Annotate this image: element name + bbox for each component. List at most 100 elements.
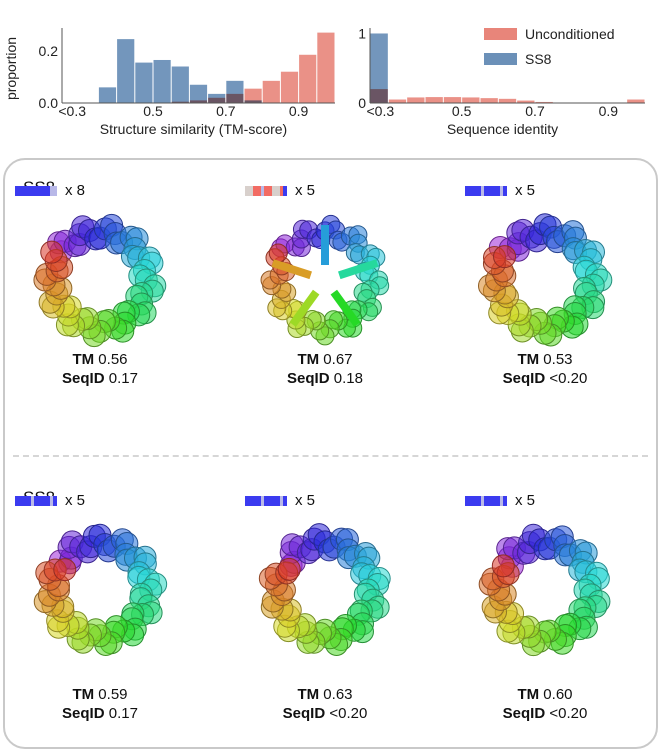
protein-structure xyxy=(25,205,175,360)
tm-value: 0.56 xyxy=(94,351,128,368)
bar-unconditioned xyxy=(517,100,535,103)
legend-label: SS8 xyxy=(525,51,552,67)
x-tick-label: 0.9 xyxy=(599,103,619,119)
helical-ring-structure-icon xyxy=(33,213,167,348)
bar-unconditioned xyxy=(244,88,262,103)
ss-block xyxy=(50,185,53,196)
bar-ss8 xyxy=(171,66,189,103)
ss-block xyxy=(42,495,50,506)
bar-unconditioned xyxy=(370,89,388,103)
seqid-label: SeqID xyxy=(282,705,326,722)
ss-block xyxy=(253,495,261,506)
bar-unconditioned xyxy=(208,97,226,103)
y-tick-label: 1 xyxy=(358,25,366,41)
ss-block xyxy=(53,495,57,506)
ss-block xyxy=(465,185,473,196)
y-tick-label: 0.0 xyxy=(39,95,59,111)
row-divider xyxy=(13,455,648,457)
ss-block xyxy=(500,185,503,196)
ss-block xyxy=(31,495,34,506)
seqid-label: SeqID xyxy=(502,370,546,387)
ss-block xyxy=(34,185,42,196)
ss-block xyxy=(42,185,50,196)
bar-unconditioned xyxy=(280,71,299,103)
y-tick-label: 0 xyxy=(358,95,366,111)
ss-block xyxy=(50,495,53,506)
tm-label: TM xyxy=(297,686,320,703)
seqid-label: SeqID xyxy=(62,705,105,722)
protein-structure xyxy=(470,205,620,360)
bar-unconditioned xyxy=(171,101,189,103)
repeat-multiplier: x 5 xyxy=(65,492,86,509)
histograms: <0.3 0.5 0.7 0.9 0.0 0.2 Structure similarity … xyxy=(3,25,645,137)
ss-block xyxy=(473,185,481,196)
ss-block xyxy=(465,495,473,506)
ss-block xyxy=(34,495,42,506)
ss-block xyxy=(492,495,500,506)
tm-value: 0.53 xyxy=(539,351,573,368)
repeat-multiplier: x 8 xyxy=(65,182,86,199)
x-tick-label: <0.3 xyxy=(58,103,86,119)
seqid-value: <0.20 xyxy=(545,370,588,387)
residue-segment xyxy=(493,245,517,269)
ss-block xyxy=(261,185,264,196)
helical-ring-structure-icon xyxy=(258,523,391,657)
x-tick-label: 0.5 xyxy=(452,103,472,119)
tm-value: 0.60 xyxy=(539,686,573,703)
ss-block xyxy=(484,495,492,506)
residue-segment xyxy=(268,243,288,263)
beta-strand xyxy=(271,259,312,280)
ss-block xyxy=(484,185,492,196)
residue-segment xyxy=(491,554,515,578)
tm-value: 0.67 xyxy=(319,351,353,368)
bar-unconditioned xyxy=(462,97,480,103)
x-axis-label: Sequence identity xyxy=(447,121,558,137)
secondary-structure-bar: x 5 xyxy=(465,492,535,509)
ss-block xyxy=(253,185,261,196)
repeat-multiplier: x 5 xyxy=(515,492,536,509)
ss-block xyxy=(492,185,500,196)
ss-block xyxy=(23,495,31,506)
bar-unconditioned xyxy=(480,98,498,103)
ss-block xyxy=(280,495,283,506)
protein-structure xyxy=(25,515,175,670)
ss-block xyxy=(473,495,481,506)
bar-ss8 xyxy=(98,87,117,103)
bar-unconditioned xyxy=(317,32,335,103)
bar-unconditioned xyxy=(226,93,244,103)
ss-block xyxy=(15,495,23,506)
seqid-value: <0.20 xyxy=(325,705,368,722)
tm-value: 0.63 xyxy=(319,686,353,703)
y-axis-label: proportion xyxy=(3,37,19,100)
protein-structure xyxy=(470,515,620,670)
ss-block xyxy=(272,495,280,506)
secondary-structure-bar: x 8 xyxy=(15,182,85,199)
y-tick-label: 0.2 xyxy=(39,43,59,59)
seqid-value: 0.18 xyxy=(329,370,363,387)
score-caption: TM 0.53 SeqID <0.20 xyxy=(465,350,625,388)
residue-segment xyxy=(53,558,77,582)
ss-block xyxy=(245,185,253,196)
beta-strand xyxy=(338,259,379,280)
seqid-value: <0.20 xyxy=(545,705,588,722)
tm-label: TM xyxy=(517,351,540,368)
bar-unconditioned xyxy=(443,97,462,103)
ss-block xyxy=(23,185,31,196)
ss-block xyxy=(261,495,264,506)
x-tick-label: 0.9 xyxy=(289,103,309,119)
beta-propeller-structure-icon xyxy=(260,214,390,346)
ss-block xyxy=(503,495,507,506)
bar-ss8 xyxy=(117,39,135,103)
bar-unconditioned xyxy=(498,98,517,103)
bar-ss8 xyxy=(153,59,171,103)
bar-unconditioned xyxy=(425,97,443,103)
protein-structure xyxy=(250,515,400,670)
secondary-structure-bar: x 5 xyxy=(245,182,315,199)
score-caption: TM 0.67 SeqID 0.18 xyxy=(245,350,405,388)
x-axis-label: Structure similarity (TM-score) xyxy=(100,121,287,137)
repeat-multiplier: x 5 xyxy=(295,492,316,509)
ss-block xyxy=(503,185,507,196)
tm-label: TM xyxy=(72,686,95,703)
x-tick-label: <0.3 xyxy=(367,103,395,119)
